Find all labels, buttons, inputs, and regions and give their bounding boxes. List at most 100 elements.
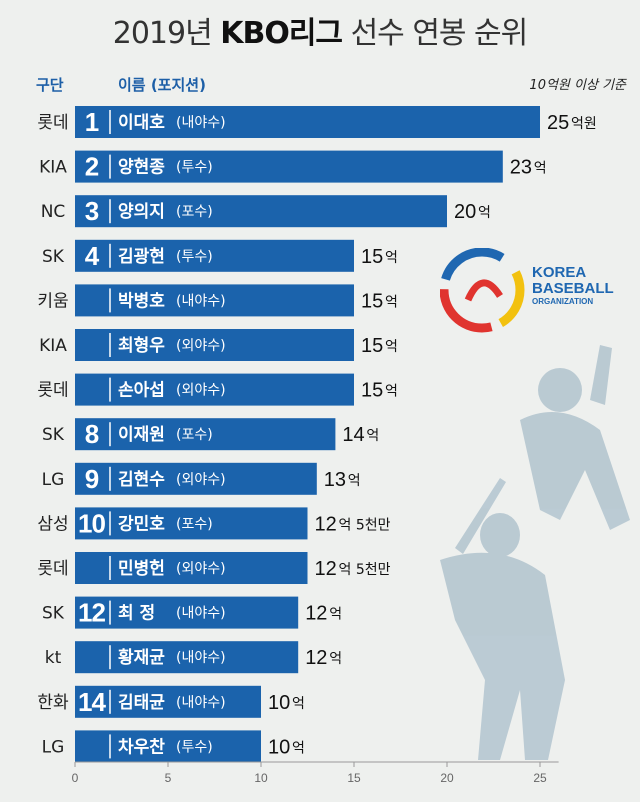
player-position: (내야수) bbox=[176, 695, 226, 711]
player-name: 강민호 bbox=[118, 514, 165, 534]
player-name: 김태균 bbox=[118, 693, 165, 713]
team-label: kt bbox=[45, 648, 62, 668]
value-label: 25 bbox=[547, 112, 569, 134]
value-unit: 억 5천만 bbox=[339, 562, 391, 578]
team-label: NC bbox=[41, 202, 66, 222]
player-name: 박병호 bbox=[118, 291, 165, 311]
player-position: (투수) bbox=[176, 249, 213, 265]
value-label: 23 bbox=[510, 157, 532, 179]
bar-row: 롯데 1 이대호 (내야수) 25 억원 bbox=[37, 106, 597, 138]
bar-row: 롯데 민병헌 (외야수) 12 억 5천만 bbox=[37, 552, 391, 584]
salary-bar bbox=[75, 552, 308, 584]
salary-bar bbox=[75, 685, 261, 718]
bar-row: kt 황재균 (내야수) 12 억 bbox=[45, 641, 342, 674]
player-position: (포수) bbox=[176, 427, 213, 443]
rank-label: 4 bbox=[85, 241, 100, 271]
player-name: 황재균 bbox=[118, 648, 165, 668]
value-label: 15 bbox=[361, 380, 383, 402]
salary-bar bbox=[75, 462, 317, 495]
salary-bar bbox=[75, 329, 354, 361]
team-label: KIA bbox=[39, 158, 67, 178]
team-label: SK bbox=[42, 604, 65, 624]
value-label: 12 bbox=[305, 647, 327, 669]
team-label: KIA bbox=[39, 336, 67, 356]
rank-label: 10 bbox=[78, 508, 106, 538]
value-unit: 억 bbox=[329, 651, 342, 667]
value-unit: 억 bbox=[478, 205, 491, 221]
bar-row: SK 8 이재원 (포수) 14 억 bbox=[42, 418, 379, 451]
team-label: 키움 bbox=[37, 291, 68, 311]
rank-label: 12 bbox=[78, 598, 106, 628]
bar-row: SK 4 김광현 (투수) 15 억 bbox=[42, 239, 398, 272]
salary-bar bbox=[75, 284, 354, 317]
value-label: 13 bbox=[324, 469, 346, 491]
player-name: 이대호 bbox=[118, 113, 165, 133]
value-unit: 억 bbox=[534, 161, 547, 177]
value-unit: 억 bbox=[366, 428, 379, 444]
player-position: (투수) bbox=[176, 160, 213, 176]
value-label: 20 bbox=[454, 201, 476, 223]
threshold-note: 10억원 이상 기준 bbox=[529, 78, 626, 93]
x-tick-label: 0 bbox=[72, 771, 79, 785]
team-label: LG bbox=[42, 470, 65, 490]
value-label: 12 bbox=[315, 513, 337, 535]
bar-row: 삼성 10 강민호 (포수) 12 억 5천만 bbox=[37, 507, 391, 540]
player-name: 양의지 bbox=[118, 202, 165, 222]
x-tick-label: 20 bbox=[440, 771, 454, 785]
player-position: (외야수) bbox=[176, 383, 226, 399]
bar-row: KIA 최형우 (외야수) 15 억 bbox=[39, 329, 398, 361]
value-label: 10 bbox=[268, 736, 290, 758]
player-name: 손아섭 bbox=[118, 381, 165, 401]
salary-bar bbox=[75, 106, 540, 138]
value-label: 10 bbox=[268, 692, 290, 714]
bar-row: LG 차우찬 (투수) 10 억 bbox=[42, 730, 305, 763]
bar-row: LG 9 김현수 (외야수) 13 억 bbox=[42, 462, 361, 495]
pitcher-silhouette bbox=[520, 345, 630, 530]
team-label: 롯데 bbox=[37, 559, 68, 579]
player-position: (외야수) bbox=[176, 561, 226, 577]
player-name: 민병헌 bbox=[118, 559, 165, 579]
value-label: 12 bbox=[305, 603, 327, 625]
bar-row: SK 12 최 정 (내야수) 12 억 bbox=[42, 596, 342, 629]
team-column-header: 구단 bbox=[36, 76, 64, 94]
bar-row: 키움 박병호 (내야수) 15 억 bbox=[37, 284, 398, 317]
chart-title: 2019년 KBO리그 선수 연봉 순위 bbox=[0, 8, 640, 52]
salary-bar bbox=[75, 418, 336, 451]
player-position: (외야수) bbox=[176, 338, 226, 354]
salary-bar bbox=[75, 373, 354, 406]
salary-bar bbox=[75, 730, 261, 763]
bar-row: NC 3 양의지 (포수) 20 억 bbox=[41, 195, 491, 228]
team-label: LG bbox=[42, 737, 65, 757]
value-unit: 억 bbox=[329, 607, 342, 623]
name-column-header: 이름 (포지션) bbox=[118, 76, 206, 94]
salary-bar bbox=[75, 641, 299, 674]
value-label: 12 bbox=[315, 558, 337, 580]
player-position: (내야수) bbox=[176, 115, 226, 131]
rank-label: 1 bbox=[85, 107, 99, 137]
bar-row: 롯데 손아섭 (외야수) 15 억 bbox=[37, 373, 398, 406]
value-label: 14 bbox=[342, 424, 364, 446]
salary-bar bbox=[75, 239, 354, 272]
bar-row: 한화 14 김태균 (내야수) 10 억 bbox=[37, 685, 305, 718]
title-suffix: 선수 연봉 순위 bbox=[342, 16, 529, 51]
value-label: 15 bbox=[361, 290, 383, 312]
x-tick-label: 5 bbox=[165, 771, 172, 785]
player-name: 이재원 bbox=[118, 425, 165, 445]
value-unit: 억 bbox=[385, 294, 398, 310]
rank-label: 3 bbox=[85, 196, 99, 226]
team-label: 한화 bbox=[37, 693, 69, 713]
team-label: SK bbox=[42, 425, 65, 445]
rank-label: 14 bbox=[78, 687, 107, 717]
logo-line-1: KOREA bbox=[532, 264, 587, 281]
batter-silhouette bbox=[440, 478, 565, 760]
player-name: 김현수 bbox=[118, 470, 165, 490]
value-unit: 억 bbox=[292, 696, 305, 712]
value-unit: 억 bbox=[292, 740, 305, 756]
salary-bar bbox=[75, 195, 447, 228]
player-position: (포수) bbox=[176, 516, 213, 532]
kbo-logo-text: KOREA BASEBALL ORGANIZATION bbox=[532, 265, 614, 307]
team-label: 롯데 bbox=[37, 113, 68, 133]
value-unit: 억 bbox=[385, 339, 398, 355]
value-unit: 억 bbox=[385, 250, 398, 266]
value-unit: 억 5천만 bbox=[339, 517, 391, 533]
